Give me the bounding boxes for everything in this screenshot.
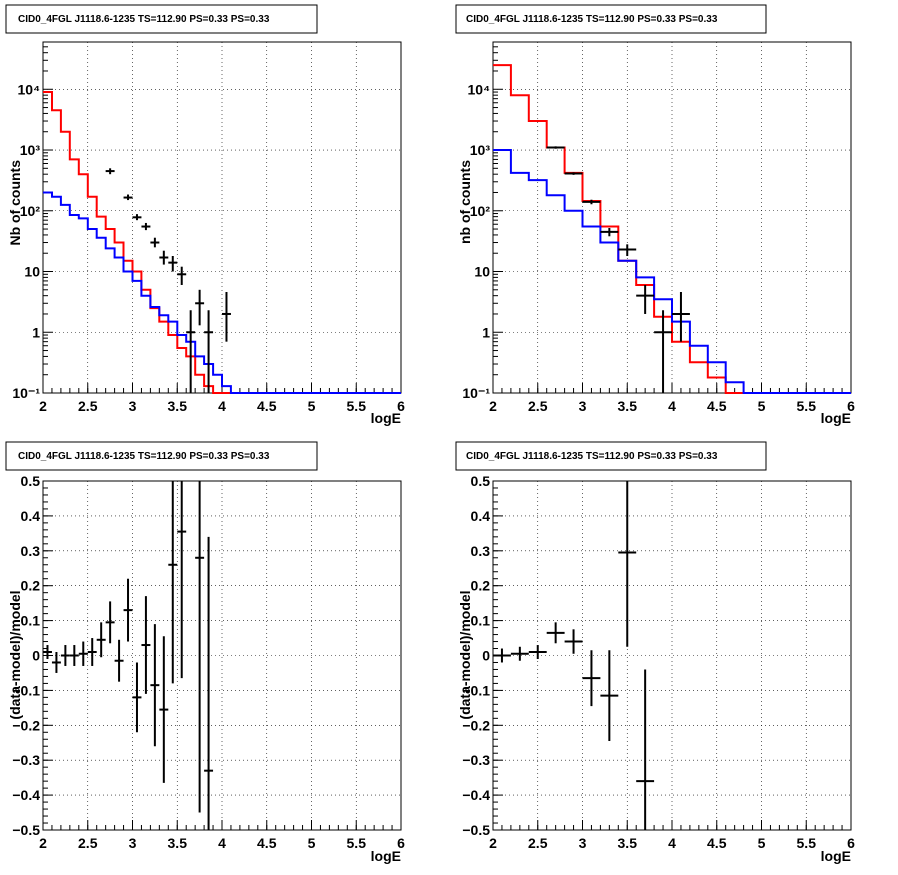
x-tick-label: 2 — [39, 398, 47, 414]
y-tick-label: 0.5 — [21, 473, 41, 489]
x-tick-label: 3 — [129, 398, 137, 414]
y-tick-label: 10² — [20, 203, 41, 219]
x-tick-label: 4.5 — [707, 835, 727, 851]
y-tick-label: 0 — [482, 648, 490, 664]
x-tick-label: 3.5 — [618, 835, 638, 851]
x-tick-label: 2.5 — [78, 835, 98, 851]
x-tick-label: 5 — [758, 835, 766, 851]
y-tick-label: 0.4 — [471, 508, 491, 524]
y-tick-label: 0 — [32, 648, 40, 664]
y-tick-label: −0.2 — [12, 717, 40, 733]
title-box — [455, 441, 767, 471]
panel-residuals-left: CID0_4FGL J1118.6-1235 TS=112.90 PS=0.33… — [5, 441, 401, 864]
x-tick-label: 4.5 — [257, 835, 277, 851]
x-axis-label: logE — [371, 410, 401, 426]
x-tick-label: 5.5 — [797, 835, 817, 851]
panel-counts-left: CID0_4FGL J1118.6-1235 TS=112.90 PS=0.33… — [5, 4, 401, 426]
x-tick-label: 6 — [397, 398, 405, 414]
y-axis-label: nb of counts — [457, 160, 473, 244]
plot-area-4: 2 2.5 3 3.5 4 4.5 5 5.5 6 −0.5 −0.4 −0.3 −0.2 −0.1 0 0.… — [462, 473, 855, 851]
x-tick-label: 3 — [579, 835, 587, 851]
y-tick-label: 10⁴ — [468, 81, 491, 97]
y-tick-label: 1 — [482, 324, 490, 340]
chart-title: CID0_4FGL J1118.6-1235 TS=112.90 PS=0.33… — [466, 451, 718, 462]
y-tick-label: 10³ — [470, 142, 491, 158]
y-tick-label: −0.5 — [462, 822, 490, 838]
x-tick-label: 4.5 — [257, 398, 277, 414]
plot-frame — [492, 480, 852, 831]
y-tick-label: −0.4 — [12, 787, 40, 803]
plot-area-2: 2 2.5 3 3.5 4 4.5 5 5.5 6 10⁻¹ 1 10 10² 10³ 10⁴ — [462, 41, 855, 414]
x-axis-label: logE — [821, 410, 851, 426]
x-tick-label: 3.5 — [168, 398, 188, 414]
y-tick-label: −0.4 — [462, 787, 490, 803]
x-tick-label: 5 — [758, 398, 766, 414]
y-tick-label: 0.2 — [21, 578, 41, 594]
panel-residuals-right: CID0_4FGL J1118.6-1235 TS=112.90 PS=0.33… — [455, 441, 851, 864]
x-tick-label: 2 — [39, 835, 47, 851]
x-tick-label: 3 — [129, 835, 137, 851]
x-tick-label: 2.5 — [78, 398, 98, 414]
title-box — [5, 4, 318, 34]
x-tick-label: 4 — [668, 398, 676, 414]
x-tick-label: 3.5 — [168, 835, 188, 851]
y-tick-label: −0.3 — [12, 752, 40, 768]
chart-title: CID0_4FGL J1118.6-1235 TS=112.90 PS=0.33… — [18, 451, 270, 462]
y-tick-label: 10⁴ — [18, 81, 41, 97]
x-tick-label: 6 — [847, 398, 855, 414]
plot-frame — [42, 480, 402, 831]
y-tick-label: 10² — [470, 203, 491, 219]
x-tick-label: 3.5 — [618, 398, 638, 414]
y-tick-label: −0.1 — [462, 682, 490, 698]
y-tick-label: 10⁻¹ — [12, 385, 40, 401]
title-box — [455, 4, 767, 34]
y-tick-label: 0.2 — [471, 578, 491, 594]
y-tick-label: 0.1 — [21, 613, 41, 629]
x-tick-label: 3 — [579, 398, 587, 414]
y-tick-label: 0.3 — [21, 543, 41, 559]
y-tick-label: 10⁻¹ — [462, 385, 490, 401]
y-tick-label: 0.5 — [471, 473, 491, 489]
y-tick-label: −0.1 — [12, 682, 40, 698]
y-tick-label: −0.3 — [462, 752, 490, 768]
x-tick-label: 6 — [397, 835, 405, 851]
plot-area-3: 2 2.5 3 3.5 4 4.5 5 5.5 6 −0.5 −0.4 −0.3 −0.2 −0.1 0 0.… — [12, 473, 405, 851]
series-2-histogram — [493, 149, 851, 394]
x-tick-label: 4 — [218, 398, 226, 414]
y-tick-label: −0.5 — [12, 822, 40, 838]
y-tick-label: 0.1 — [471, 613, 491, 629]
x-tick-label: 5.5 — [347, 398, 367, 414]
chart-title: CID0_4FGL J1118.6-1235 TS=112.90 PS=0.33… — [18, 14, 270, 25]
x-tick-label: 4 — [668, 835, 676, 851]
x-tick-label: 2 — [489, 835, 497, 851]
y-axis-label: (data-model)/model — [7, 590, 23, 719]
title-box — [5, 441, 318, 471]
y-tick-label: 10 — [474, 264, 490, 280]
chart-title: CID0_4FGL J1118.6-1235 TS=112.90 PS=0.33… — [466, 14, 718, 25]
y-tick-label: 10³ — [20, 142, 41, 158]
y-tick-label: 10 — [24, 264, 40, 280]
y-axis-label: (data-model)/model — [457, 590, 473, 719]
x-tick-label: 5.5 — [347, 835, 367, 851]
x-tick-label: 2.5 — [528, 835, 548, 851]
y-tick-label: 1 — [32, 324, 40, 340]
x-axis-label: logE — [371, 848, 401, 864]
x-axis-label: logE — [821, 848, 851, 864]
y-tick-label: 0.4 — [21, 508, 41, 524]
y-tick-label: 0.3 — [471, 543, 491, 559]
y-axis-label: Nb of counts — [7, 160, 23, 246]
x-tick-label: 2 — [489, 398, 497, 414]
x-tick-label: 4 — [218, 835, 226, 851]
x-tick-label: 5.5 — [797, 398, 817, 414]
x-tick-label: 4.5 — [707, 398, 727, 414]
x-tick-label: 6 — [847, 835, 855, 851]
y-tick-label: −0.2 — [462, 717, 490, 733]
x-tick-label: 5 — [308, 398, 316, 414]
panel-counts-right: CID0_4FGL J1118.6-1235 TS=112.90 PS=0.33… — [455, 4, 851, 426]
series-2-histogram — [43, 191, 401, 394]
x-tick-label: 2.5 — [528, 398, 548, 414]
plot-area-1: 2 2.5 3 3.5 4 4.5 5 5.5 6 10⁻¹ 1 10 10² 10³ 10⁴ — [12, 41, 405, 414]
x-tick-label: 5 — [308, 835, 316, 851]
